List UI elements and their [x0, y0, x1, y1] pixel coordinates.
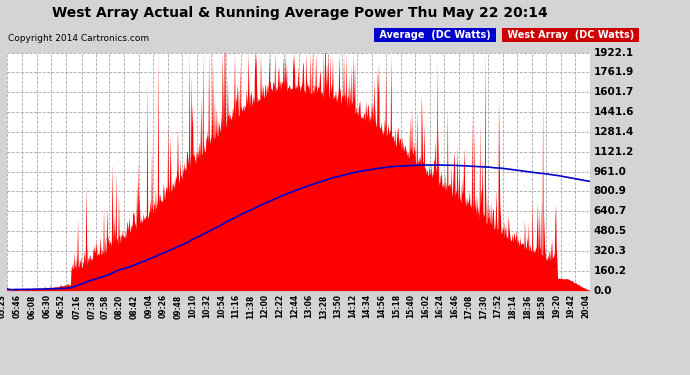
Text: 06:52: 06:52	[57, 294, 66, 318]
Text: 17:52: 17:52	[493, 294, 502, 318]
Text: 09:04: 09:04	[144, 294, 153, 318]
Text: 12:00: 12:00	[261, 294, 270, 318]
Text: 15:40: 15:40	[406, 294, 415, 318]
Text: 13:50: 13:50	[333, 294, 342, 318]
Text: 13:06: 13:06	[304, 294, 313, 318]
Text: Average  (DC Watts): Average (DC Watts)	[376, 30, 494, 40]
Text: 07:38: 07:38	[87, 294, 96, 319]
Text: 05:23: 05:23	[0, 294, 7, 318]
Text: 08:20: 08:20	[115, 294, 124, 319]
Text: 05:46: 05:46	[13, 294, 22, 318]
Text: 07:58: 07:58	[101, 294, 110, 319]
Text: 160.2: 160.2	[593, 266, 627, 276]
Text: 08:42: 08:42	[130, 294, 139, 319]
Text: 16:24: 16:24	[435, 294, 444, 318]
Text: 17:30: 17:30	[479, 294, 488, 319]
Text: 06:08: 06:08	[28, 294, 37, 319]
Text: 11:38: 11:38	[246, 294, 255, 319]
Text: 17:08: 17:08	[464, 294, 473, 319]
Text: West Array  (DC Watts): West Array (DC Watts)	[504, 30, 638, 40]
Text: 19:20: 19:20	[552, 294, 561, 318]
Text: 1922.1: 1922.1	[593, 48, 633, 57]
Text: 18:36: 18:36	[523, 294, 532, 319]
Text: 13:28: 13:28	[319, 294, 328, 319]
Text: 12:44: 12:44	[290, 294, 299, 318]
Text: 16:02: 16:02	[421, 294, 430, 318]
Text: 18:14: 18:14	[508, 294, 517, 319]
Text: 16:46: 16:46	[450, 294, 459, 318]
Text: 1601.7: 1601.7	[593, 87, 634, 97]
Text: 09:48: 09:48	[173, 294, 182, 319]
Text: 18:58: 18:58	[538, 294, 546, 319]
Text: 20:04: 20:04	[581, 294, 590, 318]
Text: 961.0: 961.0	[593, 166, 627, 177]
Text: 06:30: 06:30	[42, 294, 51, 318]
Text: 1441.6: 1441.6	[593, 107, 634, 117]
Text: 15:18: 15:18	[392, 294, 401, 318]
Text: 480.5: 480.5	[593, 226, 627, 236]
Text: West Array Actual & Running Average Power Thu May 22 20:14: West Array Actual & Running Average Powe…	[52, 6, 548, 20]
Text: 12:22: 12:22	[275, 294, 284, 318]
Text: 800.9: 800.9	[593, 186, 627, 196]
Text: 10:10: 10:10	[188, 294, 197, 318]
Text: 320.3: 320.3	[593, 246, 627, 256]
Text: 1761.9: 1761.9	[593, 68, 633, 77]
Text: 11:16: 11:16	[232, 294, 241, 318]
Text: 0.0: 0.0	[593, 286, 612, 296]
Text: 1121.2: 1121.2	[593, 147, 633, 157]
Text: 07:16: 07:16	[72, 294, 81, 319]
Text: 10:32: 10:32	[202, 294, 211, 318]
Text: 1281.4: 1281.4	[593, 127, 634, 137]
Text: 14:34: 14:34	[362, 294, 371, 318]
Text: 09:26: 09:26	[159, 294, 168, 318]
Text: 14:56: 14:56	[377, 294, 386, 318]
Text: 640.7: 640.7	[593, 206, 627, 216]
Text: 19:42: 19:42	[566, 294, 575, 318]
Text: Copyright 2014 Cartronics.com: Copyright 2014 Cartronics.com	[8, 34, 150, 43]
Text: 10:54: 10:54	[217, 294, 226, 318]
Text: 14:12: 14:12	[348, 294, 357, 318]
